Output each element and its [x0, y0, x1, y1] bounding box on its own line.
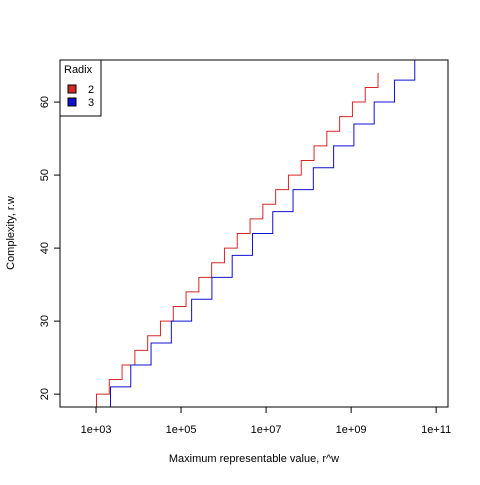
step-line: [95, 72, 379, 407]
plot-frame: [59, 59, 449, 408]
legend-label: 3: [88, 97, 94, 109]
x-axis-label: Maximum representable value, r^w: [169, 453, 339, 465]
x-tick-label: 1e+11: [421, 424, 451, 436]
y-tick-label: 20: [39, 388, 51, 400]
x-tick-label: 1e+07: [251, 424, 282, 436]
legend-swatch: [67, 97, 77, 107]
y-axis-label: Complexity, r.w: [5, 196, 17, 270]
y-tick-label: 40: [39, 242, 51, 254]
step-line: [109, 60, 416, 407]
legend-box: [59, 59, 102, 117]
y-tick-label: 60: [39, 96, 51, 108]
y-tick-label: 30: [39, 315, 51, 327]
x-tick-label: 1e+03: [81, 424, 112, 436]
x-tick-label: 1e+09: [336, 424, 367, 436]
legend-title: Radix: [64, 64, 93, 76]
x-tick-label: 1e+05: [166, 424, 197, 436]
y-tick-label: 50: [39, 169, 51, 181]
legend-swatch: [67, 84, 77, 94]
legend-label: 2: [88, 84, 94, 96]
legend: Radix 23: [59, 59, 102, 117]
plot-area: [95, 60, 416, 407]
